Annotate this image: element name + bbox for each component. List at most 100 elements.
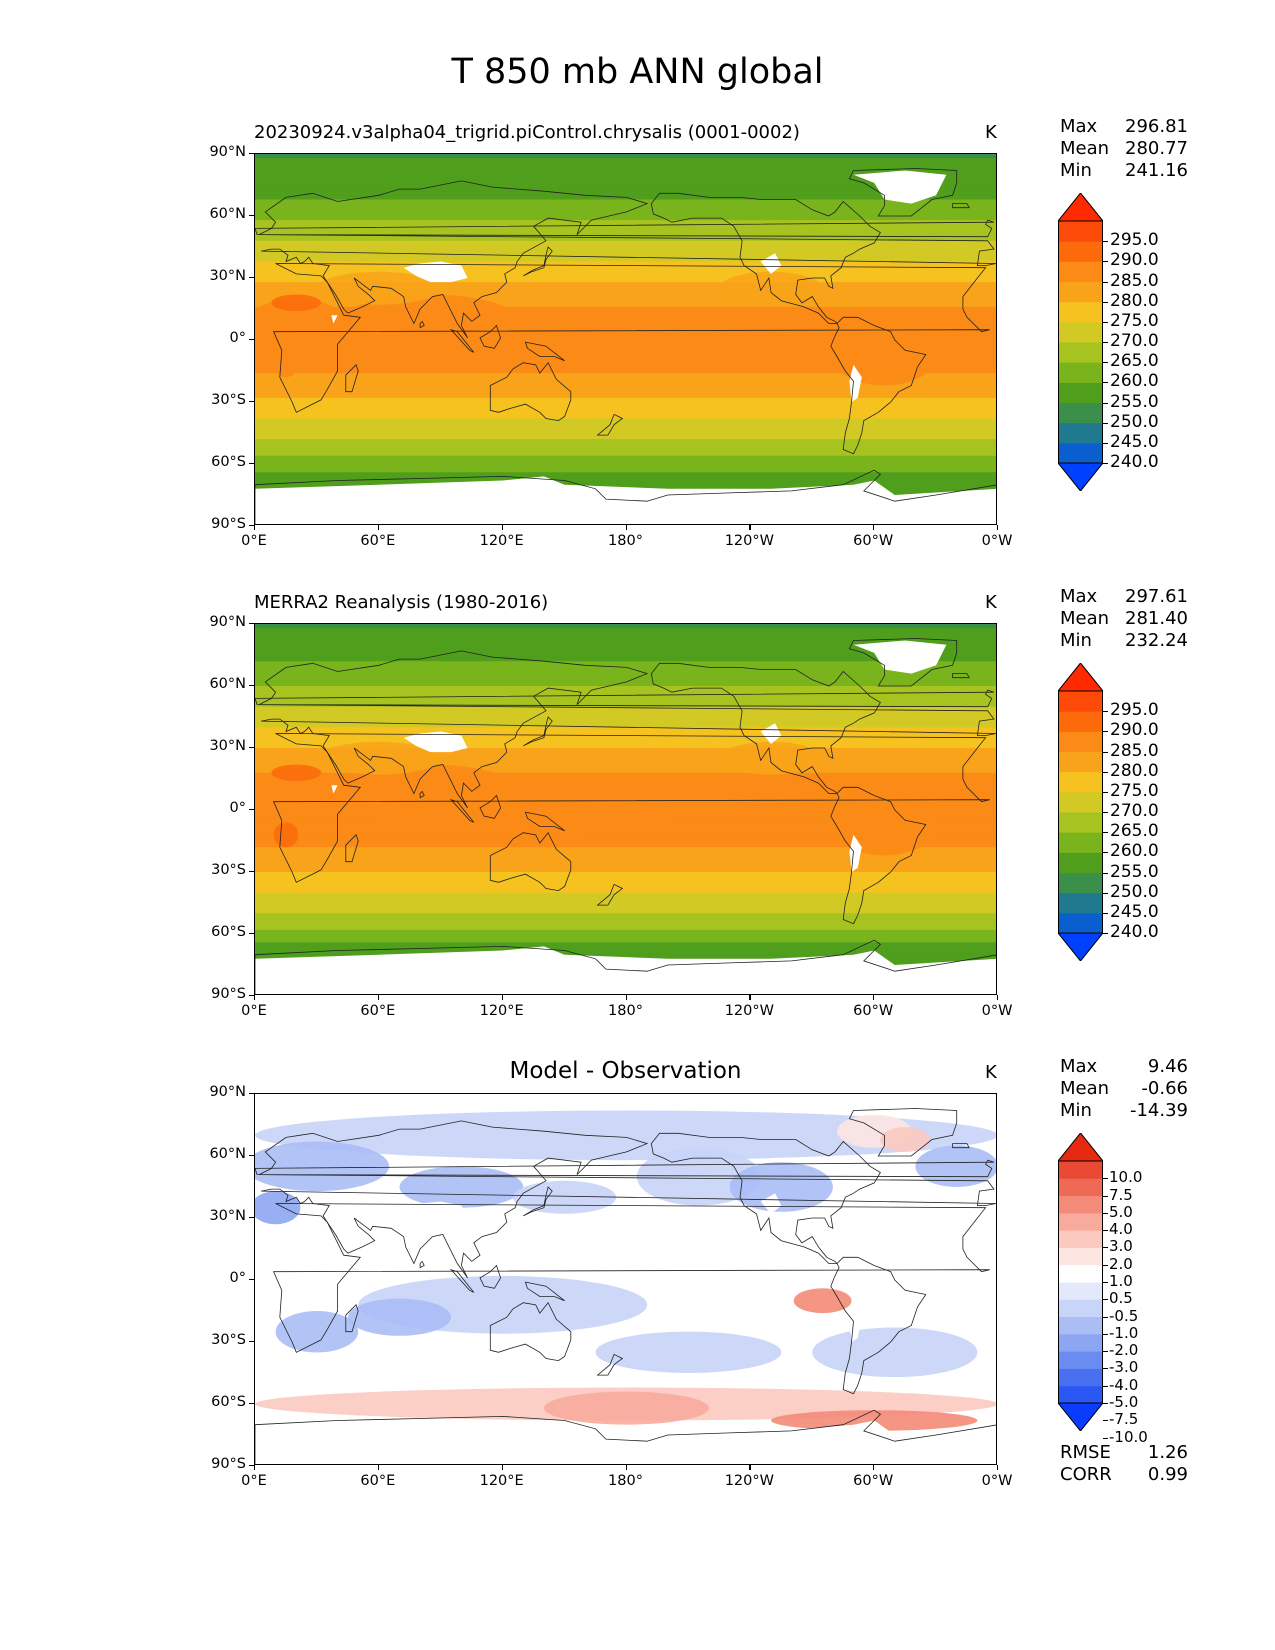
colorbar-swatch [1058,892,1103,914]
coastline-greenland [848,168,958,217]
coastline-eurasia [258,650,996,809]
colorbar-swatch [1058,1230,1103,1248]
lat-tick-label: 30°N [209,738,246,754]
lat-tick [249,1155,254,1157]
lon-tick [873,525,875,530]
colorbar-tick [1103,711,1108,713]
colorbar-swatch [1058,1368,1103,1387]
warm-pool [316,271,441,305]
coastline-sumatra [449,328,475,353]
lat-tick [249,1403,254,1405]
lat-tick-label: 60°N [209,676,246,692]
lon-tick-label: 60°W [853,1473,894,1489]
coastline-africa [272,1203,990,1353]
lat-tick [249,215,254,217]
colorbar-tick [1103,832,1108,834]
colorbar-swatch [1058,832,1103,853]
warm-pool [271,294,322,312]
lat-band [255,220,996,225]
lat-band [255,731,996,737]
lat-tick [249,809,254,811]
lat-band [255,306,996,312]
lat-band [255,174,996,180]
colorbar-swatch [1058,342,1103,363]
lat-tick-label: 60°N [209,1146,246,1162]
difference-field [255,1094,996,1464]
lat-band [255,261,996,267]
map-model [254,153,997,525]
lat-band [255,657,996,662]
coastline-greenland [848,1108,958,1157]
lat-tick [249,1465,254,1467]
lat-band [255,909,996,914]
lat-band [255,872,996,877]
lat-band [255,694,996,699]
colorbar-tick [1103,912,1108,914]
lon-tick [749,995,751,1000]
units-label: K [985,1062,997,1083]
colorbar-tick-label: 295.0 [1110,230,1159,251]
coastline-ngu [524,1281,565,1302]
lat-band [255,884,996,890]
colorbar-tick-label: 1.0 [1109,1272,1133,1290]
map-diff [254,1093,997,1465]
lat-band [255,422,996,428]
colorbar-tick [1103,1437,1108,1439]
lat-band [255,917,996,923]
stat-min: Min 232.24 [1060,630,1188,651]
colorbar-tick-label: 255.0 [1110,391,1159,412]
lat-band [255,480,996,486]
colorbar-graphic [1058,663,1103,961]
colorbar-tick-label: 285.0 [1110,740,1159,761]
lat-band [255,851,996,856]
coastline-newzealand [596,413,624,436]
lon-tick-label: 60°W [853,533,894,549]
colorbar-tick [1103,771,1108,773]
anomaly-patch [880,1127,930,1152]
colorbar-tick [1103,1403,1108,1404]
coastline-japan [523,1186,553,1217]
lat-band [255,178,996,184]
lon-tick-label: 60°W [853,1003,894,1019]
colorbar-tick [1103,731,1108,733]
warm-pool [451,777,679,835]
colorbar-swatch [1058,321,1103,343]
lon-tick-label: 0°E [241,1473,267,1489]
lat-band [255,410,996,415]
colorbar-swatch [1058,912,1103,934]
coastline-australia [489,831,572,892]
stat-corr: CORR 0.99 [1060,1464,1188,1485]
rockies-mask [760,253,782,274]
lat-band [255,702,996,708]
lat-band [255,154,996,159]
colorbar-tick-label: 270.0 [1110,801,1159,821]
lat-band [255,236,996,242]
lon-tick-label: 0°W [981,533,1013,549]
colorbar-tick [1103,892,1108,894]
coastline-uk [255,219,995,238]
colorbar-tick-label: 240.0 [1110,452,1159,472]
lat-band [255,385,996,391]
lat-tick [249,995,254,997]
coastline-uk [255,689,995,708]
lat-band [255,443,996,448]
coastline-eurasia [258,1120,996,1279]
lat-band [255,900,996,906]
lat-band [255,876,996,881]
stat-max: Max 297.61 [1060,586,1188,607]
lat-band [255,921,996,927]
rockies-mask [760,1193,782,1214]
colorbar-swatch [1058,1299,1103,1318]
stat-max: Max 296.81 [1060,116,1188,137]
lat-tick [249,871,254,873]
lat-band [255,199,996,205]
colorbar-tick-label: 290.0 [1110,720,1159,741]
greenland-mask [853,640,947,674]
colorbar-tick [1103,791,1108,793]
anomaly-patch [347,1298,452,1336]
warm-pool [273,352,299,378]
lat-band [255,776,996,782]
coastline-samerica [830,1256,927,1395]
colorbar-tick [1103,402,1108,404]
colorbar-swatch [1058,852,1103,873]
